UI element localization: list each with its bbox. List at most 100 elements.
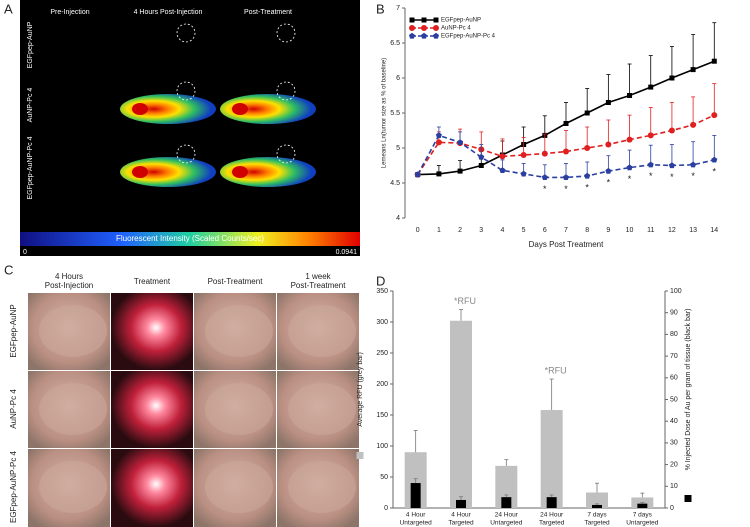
marker [541, 150, 548, 157]
column-header: 4 Hours [55, 272, 83, 281]
mouse-body [205, 383, 273, 435]
marker [669, 75, 675, 81]
y-tick-label: 150 [376, 412, 388, 419]
marker [436, 171, 442, 177]
significance-mark: * [691, 171, 695, 181]
marker [433, 17, 439, 23]
marker [457, 139, 464, 145]
significance-mark: * [670, 172, 674, 182]
y-tick-label: 6.5 [390, 40, 400, 47]
marker [409, 17, 415, 23]
y-tick-label: 5.5 [390, 110, 400, 117]
x-tick-label: Targeted [584, 520, 610, 527]
marker [421, 17, 427, 23]
y-tick-label: 6 [396, 75, 400, 82]
tumor-outline [276, 23, 296, 43]
y-tick-label: 50 [380, 474, 388, 481]
marker [421, 25, 427, 31]
x-tick-label: 14 [710, 227, 718, 234]
bar [501, 497, 512, 508]
x-tick-label: Untargeted [626, 520, 659, 527]
x-tick-label: 7 days [587, 512, 607, 519]
row-label: AuNP-Pc 4 [27, 88, 34, 123]
marker [584, 145, 591, 151]
column-header: 1 week [305, 272, 331, 281]
legend-label: EGFpep-AuNP-Pc 4 [441, 34, 496, 40]
tumor-outline [176, 23, 196, 43]
row-label: AuNP-Pc 4 [9, 389, 18, 429]
marker [647, 132, 654, 139]
x-tick-label: 4 [500, 227, 504, 234]
y-tick-label: 100 [376, 443, 388, 450]
y2-tick-label: 10 [670, 483, 678, 490]
significance-mark: * [607, 177, 611, 187]
marker [520, 170, 527, 177]
marker [605, 167, 612, 174]
significance-mark: * [543, 184, 547, 194]
x-tick-label: Untargeted [490, 520, 523, 527]
axis-title: Average RFU (grey bar) [357, 352, 364, 427]
y-tick-label: 4.5 [390, 180, 400, 187]
marker [690, 67, 696, 73]
mouse-body [39, 383, 107, 435]
marker [435, 139, 442, 146]
series-line [417, 134, 715, 179]
y2-tick-label: 80 [670, 331, 678, 338]
y2-tick-label: 90 [670, 310, 678, 317]
marker [408, 32, 416, 39]
x-tick-label: 4 Hour [406, 512, 426, 519]
marker [605, 100, 611, 105]
marker [584, 110, 590, 116]
photo [111, 371, 193, 448]
marker [563, 148, 569, 155]
x-tick-label: Targeted [448, 520, 474, 527]
y2-tick-label: 0 [670, 505, 674, 512]
marker [711, 58, 717, 64]
colorbar [20, 232, 360, 246]
bar [495, 465, 518, 508]
panel-label: B [376, 1, 385, 16]
marker [433, 25, 439, 31]
column-header: Post-Injection [45, 281, 93, 290]
x-tick-label: Targeted [539, 520, 565, 527]
x-tick-label: 13 [689, 227, 697, 234]
significance-mark: * [649, 171, 653, 181]
bar [637, 503, 648, 508]
marker [668, 127, 675, 134]
mouse-body [39, 461, 107, 513]
marker [520, 152, 527, 158]
marker [711, 112, 718, 119]
significance-mark: * [585, 182, 589, 192]
column-header: Pre-Injection [50, 9, 89, 16]
row-label: EGFpep-AuNP [27, 21, 34, 68]
row-label: EGFpep-AuNP [9, 304, 18, 357]
marker [420, 32, 428, 39]
series-line [417, 114, 715, 176]
marker [626, 164, 633, 171]
marker [563, 121, 569, 126]
panel-label: A [4, 1, 13, 16]
marker [432, 32, 440, 39]
colorbar-min: 0 [23, 249, 27, 256]
mouse-body [205, 461, 273, 513]
x-tick-label: 6 [543, 227, 547, 234]
x-tick-label: 3 [479, 227, 483, 234]
mouse-hotspot [132, 103, 148, 115]
x-tick-label: 24 Hour [495, 512, 519, 519]
y-tick-label: 0 [384, 505, 388, 512]
significance-mark: * [713, 166, 717, 176]
tumor-outline [276, 81, 296, 101]
marker [584, 172, 591, 179]
column-header: Post-Treatment [291, 281, 347, 290]
marker [499, 153, 506, 160]
x-axis-title: Days Post Treatment [529, 240, 604, 249]
legend-swatch [356, 452, 364, 459]
marker [541, 174, 548, 180]
bar [456, 499, 466, 508]
mouse-body [288, 305, 356, 357]
marker [499, 167, 506, 173]
y-axis-title: Lemeans Ln(tumor size as % of baseline) [382, 58, 388, 168]
marker [435, 132, 442, 138]
